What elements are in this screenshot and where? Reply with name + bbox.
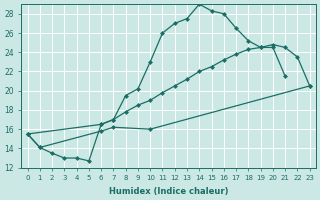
X-axis label: Humidex (Indice chaleur): Humidex (Indice chaleur)	[109, 187, 228, 196]
